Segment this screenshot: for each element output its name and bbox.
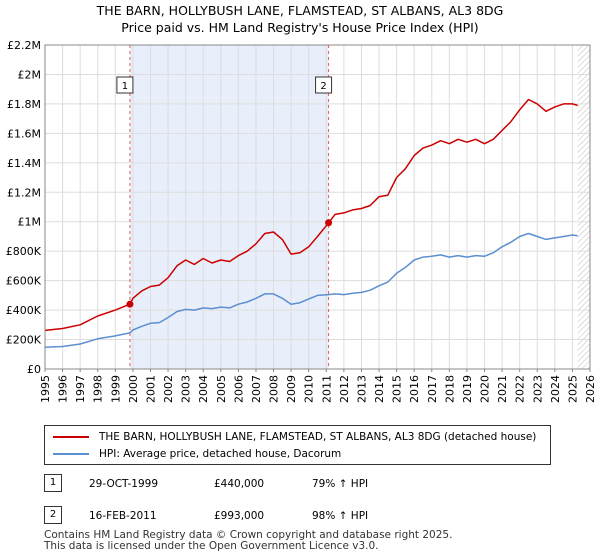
y-tick-label: £1.8M <box>7 98 41 111</box>
sale-date: 16-FEB-2011 <box>89 510 157 522</box>
sale-badge: 2 <box>44 506 62 524</box>
legend-item-hpi: HPI: Average price, detached house, Daco… <box>53 446 341 462</box>
x-tick-label: 1995 <box>39 375 52 403</box>
x-tick-label: 1996 <box>57 375 70 403</box>
legend-label-hpi: HPI: Average price, detached house, Daco… <box>99 448 342 460</box>
sale-date: 29-OCT-1999 <box>89 478 158 490</box>
sale-point <box>126 300 134 308</box>
chart-title: THE BARN, HOLLYBUSH LANE, FLAMSTEAD, ST … <box>96 3 504 18</box>
x-tick-label: 2010 <box>303 375 316 403</box>
legend-item-property: THE BARN, HOLLYBUSH LANE, FLAMSTEAD, ST … <box>53 429 536 445</box>
x-tick-label: 2017 <box>426 375 439 403</box>
x-tick-label: 2013 <box>355 375 368 403</box>
hpi-line <box>44 232 578 348</box>
x-tick-label: 2002 <box>162 375 175 403</box>
footer-copyright: Contains HM Land Registry data © Crown c… <box>44 529 453 541</box>
x-tick-label: 2025 <box>566 375 579 403</box>
footer-licence: This data is licensed under the Open Gov… <box>44 540 379 552</box>
x-tick-label: 2021 <box>496 375 509 403</box>
y-tick-label: £2M <box>18 68 42 81</box>
sale-row: 1 29-OCT-1999 £440,000 79% ↑ HPI <box>44 474 564 494</box>
forecast-hatch <box>577 45 590 369</box>
legend-label-property: THE BARN, HOLLYBUSH LANE, FLAMSTEAD, ST … <box>99 431 537 443</box>
x-tick-label: 1998 <box>92 375 105 403</box>
x-tick-label: 2011 <box>320 375 333 403</box>
y-tick-label: £800K <box>6 245 42 258</box>
sale-badge: 1 <box>44 474 62 492</box>
x-tick-label: 2003 <box>180 375 193 403</box>
sale-label-box <box>116 76 134 94</box>
chart-subtitle: Price paid vs. HM Land Registry's House … <box>121 20 479 35</box>
sale-hpi-change: 79% ↑ HPI <box>312 478 369 490</box>
y-tick-label: £2.2M <box>7 39 41 52</box>
sale-price: £993,000 <box>214 510 265 522</box>
x-tick-label: 2008 <box>268 375 281 403</box>
y-tick-label: £1.4M <box>7 157 41 170</box>
x-tick-label: 2012 <box>338 375 351 403</box>
x-tick-label: 2026 <box>584 375 597 403</box>
x-tick-label: 2009 <box>285 375 298 403</box>
x-tick-label: 2014 <box>373 375 386 403</box>
x-tick-label: 2022 <box>514 375 527 403</box>
plot-frame <box>44 44 591 370</box>
sale-label-text: 1 <box>122 81 128 92</box>
sale-label-box <box>315 76 333 94</box>
x-tick-label: 2001 <box>144 375 157 403</box>
ownership-shade <box>129 45 329 369</box>
y-tick-label: £0 <box>27 363 41 376</box>
x-tick-label: 2004 <box>197 375 210 403</box>
x-tick-label: 2016 <box>408 375 421 403</box>
sale-row: 2 16-FEB-2011 £993,000 98% ↑ HPI <box>44 506 564 526</box>
y-tick-label: £1M <box>18 216 42 229</box>
x-tick-label: 2006 <box>232 375 245 403</box>
y-tick-label: £400K <box>6 304 42 317</box>
x-tick-label: 2023 <box>531 375 544 403</box>
x-tick-label: 1999 <box>109 375 122 403</box>
legend-swatch-property <box>53 436 89 438</box>
footer: Contains HM Land Registry data © Crown c… <box>44 530 452 552</box>
x-tick-label: 2024 <box>549 375 562 403</box>
x-tick-label: 2007 <box>250 375 263 403</box>
x-tick-label: 2015 <box>391 375 404 403</box>
property-price-line <box>44 98 578 332</box>
x-tick-label: 1997 <box>74 375 87 403</box>
legend: THE BARN, HOLLYBUSH LANE, FLAMSTEAD, ST … <box>44 425 551 465</box>
y-tick-label: £600K <box>6 275 42 288</box>
sale-label-text: 2 <box>320 81 326 92</box>
x-tick-label: 2005 <box>215 375 228 403</box>
x-tick-label: 2018 <box>443 375 456 403</box>
sale-point <box>325 219 333 227</box>
price-chart: 1 2 £0 £200K £400K £600K £800K £1M £1.2M £1.4M £1.… <box>6 39 597 403</box>
y-tick-label: £1.2M <box>7 186 41 199</box>
sale-hpi-change: 98% ↑ HPI <box>312 510 369 522</box>
x-tick-label: 2019 <box>461 375 474 403</box>
y-tick-label: £200K <box>6 334 42 347</box>
x-tick-label: 2000 <box>127 375 140 403</box>
y-tick-label: £1.6M <box>7 127 41 140</box>
x-tick-label: 2020 <box>479 375 492 403</box>
legend-swatch-hpi <box>53 453 89 455</box>
sale-price: £440,000 <box>214 478 265 490</box>
